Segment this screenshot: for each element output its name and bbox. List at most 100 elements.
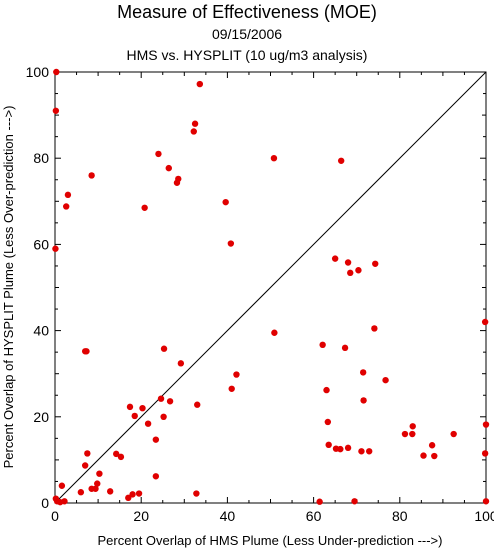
data-point	[344, 259, 352, 266]
data-point	[96, 470, 103, 477]
data-point	[83, 348, 90, 355]
data-point	[152, 436, 160, 443]
data-point	[160, 413, 167, 420]
x-tick-label: 100	[474, 508, 494, 524]
data-point	[337, 157, 345, 164]
data-point	[344, 444, 352, 452]
data-point	[382, 376, 389, 384]
data-point	[191, 120, 199, 127]
data-point	[152, 473, 160, 480]
data-point	[337, 445, 344, 453]
data-point	[177, 360, 185, 367]
data-point	[52, 245, 59, 252]
data-point	[359, 369, 367, 376]
data-point	[141, 204, 148, 211]
data-point	[175, 175, 182, 183]
data-point	[92, 485, 99, 492]
x-tick-label: 20	[133, 508, 149, 524]
data-point	[193, 490, 200, 497]
data-point	[160, 345, 168, 352]
data-point	[420, 452, 427, 459]
data-point	[157, 395, 165, 402]
data-point	[358, 448, 365, 455]
y-tick-label: 40	[33, 323, 49, 339]
data-point	[58, 482, 66, 489]
data-point	[401, 430, 409, 438]
data-point	[319, 341, 326, 349]
data-point	[371, 325, 378, 332]
data-point	[365, 448, 373, 455]
y-axis-ticks: 0 20 40 60 80 100	[26, 64, 486, 511]
data-point	[431, 452, 438, 460]
data-point	[113, 450, 120, 458]
x-axis-label: Percent Overlap of HMS Plume (Less Under…	[98, 533, 443, 548]
data-point	[270, 155, 278, 162]
data-point	[325, 441, 332, 449]
data-point	[117, 453, 125, 461]
data-point	[166, 398, 174, 405]
y-tick-label: 20	[33, 409, 49, 425]
data-point	[194, 401, 201, 408]
x-tick-label: 80	[392, 508, 408, 524]
data-point	[271, 329, 278, 336]
data-point	[190, 128, 197, 135]
data-point	[125, 494, 132, 502]
y-tick-label: 80	[33, 150, 49, 166]
data-point	[106, 488, 114, 495]
data-point	[131, 412, 138, 420]
data-point	[61, 498, 68, 505]
data-point	[481, 450, 489, 457]
data-point	[233, 371, 240, 378]
data-point	[77, 489, 85, 496]
x-tick-label: 40	[220, 508, 236, 524]
plot-area	[54, 71, 487, 504]
data-point	[351, 498, 358, 505]
y-tick-label: 0	[41, 495, 49, 511]
data-point	[428, 442, 436, 449]
data-point	[482, 421, 490, 428]
data-point	[324, 418, 332, 426]
data-point	[53, 68, 60, 76]
data-point	[126, 403, 134, 411]
data-point	[139, 404, 146, 412]
data-point	[323, 386, 330, 394]
chart-date: 09/15/2006	[212, 26, 282, 42]
data-point	[409, 423, 416, 430]
data-point	[409, 430, 416, 438]
x-tick-label: 0	[51, 508, 59, 524]
data-point	[84, 450, 91, 457]
data-point	[144, 420, 152, 427]
data-point	[135, 490, 143, 497]
data-point	[63, 203, 70, 210]
data-point	[482, 498, 490, 505]
data-point	[347, 269, 354, 277]
data-point	[94, 480, 101, 487]
chart-subtitle: HMS vs. HYSPLIT (10 ug/m3 analysis)	[127, 47, 368, 63]
data-point	[52, 107, 60, 114]
data-point	[360, 397, 367, 404]
data-point	[341, 344, 349, 352]
x-axis-ticks: 0 20 40 60 80 100	[51, 72, 494, 524]
data-point	[228, 385, 235, 392]
y-tick-label: 60	[33, 236, 49, 252]
data-point	[155, 150, 162, 158]
one-to-one-line	[54, 71, 487, 504]
x-tick-label: 60	[306, 508, 322, 524]
data-point	[372, 260, 379, 267]
data-point	[481, 318, 489, 326]
y-axis-label: Percent Overlap of HYSPLIT Plume (Less O…	[1, 106, 16, 469]
y-tick-label: 100	[26, 64, 50, 80]
data-point	[222, 198, 229, 206]
data-point	[331, 255, 339, 262]
data-point	[196, 80, 204, 88]
data-point	[129, 491, 136, 498]
data-point	[227, 240, 235, 247]
data-point	[64, 191, 72, 199]
data-point	[316, 498, 323, 505]
data-point	[450, 430, 457, 438]
chart-title: Measure of Effectiveness (MOE)	[117, 2, 377, 22]
data-points	[52, 68, 490, 506]
data-point	[355, 267, 362, 274]
data-point	[81, 462, 89, 469]
